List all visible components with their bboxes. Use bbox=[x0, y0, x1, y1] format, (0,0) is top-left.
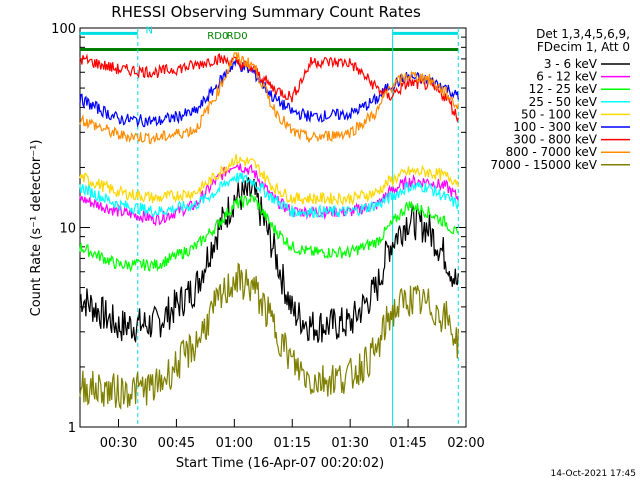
x-tick-label: 02:00 bbox=[447, 436, 484, 451]
y-tick-label: 10 bbox=[59, 222, 76, 237]
x-tick-label: 01:45 bbox=[389, 436, 426, 451]
annotation-n: N bbox=[146, 25, 153, 36]
legend-label: 3 - 6 keV bbox=[544, 57, 598, 71]
annotation-rd0: RD0 bbox=[227, 31, 248, 42]
y-tick-label: 100 bbox=[51, 22, 76, 37]
legend-label: 12 - 25 keV bbox=[529, 82, 598, 96]
series-line-3 bbox=[79, 172, 459, 219]
series-line-2 bbox=[79, 192, 459, 273]
axis-ticks: 00:30 00:45 01:00 01:15 01:30 01:45 02:00 1 10 10… bbox=[51, 22, 485, 451]
x-tick-label: 01:15 bbox=[274, 436, 311, 451]
legend-header-1: Det 1,3,4,5,6,9, bbox=[536, 27, 630, 41]
x-tick-label: 01:30 bbox=[331, 436, 368, 451]
legend-header-2: FDecim 1, Att 0 bbox=[537, 40, 630, 54]
x-tick-label: 01:00 bbox=[216, 436, 253, 451]
legend-label: 50 - 100 keV bbox=[521, 107, 598, 121]
series-line-5 bbox=[79, 56, 459, 128]
legend-label: 300 - 800 keV bbox=[513, 133, 597, 147]
legend-label: 800 - 7000 keV bbox=[506, 145, 598, 159]
series-line-1 bbox=[79, 163, 459, 227]
x-tick-label: 00:30 bbox=[100, 436, 137, 451]
series-line-7 bbox=[79, 52, 459, 145]
legend-label: 100 - 300 keV bbox=[513, 120, 597, 134]
chart-title: RHESSI Observing Summary Count Rates bbox=[111, 3, 421, 21]
y-tick-label: 1 bbox=[68, 421, 76, 436]
legend-label: 6 - 12 keV bbox=[536, 70, 598, 84]
series-lines bbox=[79, 52, 459, 410]
timestamp: 14-Oct-2021 17:45 bbox=[551, 469, 636, 479]
series-line-4 bbox=[79, 153, 459, 206]
x-tick-label: 00:45 bbox=[158, 436, 195, 451]
y-axis-label: Count Rate (s⁻¹ detector⁻¹) bbox=[29, 140, 44, 317]
series-line-8 bbox=[79, 262, 459, 410]
series-line-6 bbox=[79, 53, 459, 124]
x-axis-label: Start Time (16-Apr-07 00:20:02) bbox=[176, 456, 384, 471]
annotation-rd0: RD0 bbox=[207, 31, 228, 42]
legend-label: 7000 - 15000 keV bbox=[490, 158, 597, 172]
legend-label: 25 - 50 keV bbox=[529, 95, 598, 109]
